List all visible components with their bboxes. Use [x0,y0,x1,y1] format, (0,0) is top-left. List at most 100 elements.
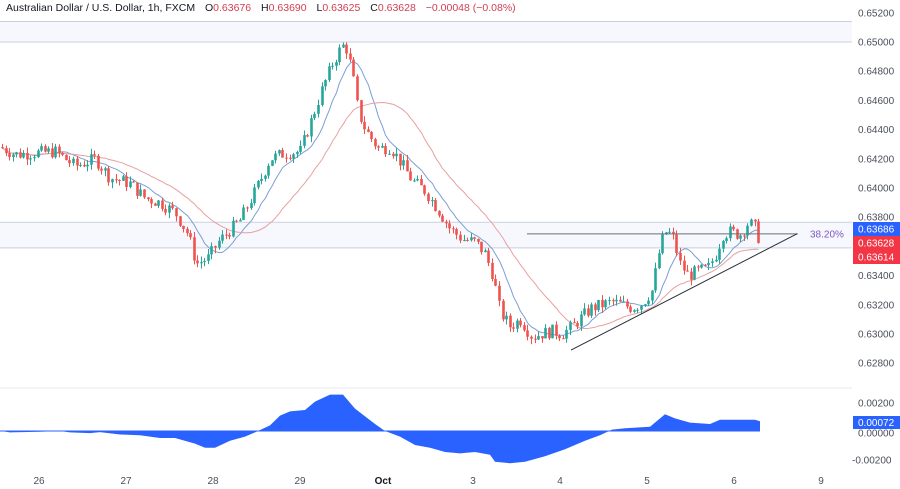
candle-body [654,268,657,291]
candle-body [338,47,341,63]
time-axis-label: 29 [294,476,306,487]
price-axis-label: 0.64800 [858,67,895,78]
price-axis-label: 0.62800 [858,359,895,370]
candle-body [700,264,703,268]
candle-body [658,253,661,269]
price-tag-value: 0.63628 [858,239,895,250]
candle-body [168,205,171,213]
candle-body [434,200,437,212]
candle-body [267,165,270,176]
candle-body [97,155,100,169]
candle-body [90,154,93,165]
candle-body [384,145,387,155]
candle-body [573,322,576,324]
candle-body [377,146,380,148]
candle-body [608,300,611,302]
candle-body [491,262,494,279]
chart-legend: Australian Dollar / U.S. Dollar, 1h, FXC… [6,2,516,14]
candle-body [29,158,32,160]
candle-body [218,240,221,248]
osc-axis-label: 0.00000 [858,429,895,440]
time-axis-label: 28 [207,476,219,487]
osc-value-tag-text: 0.00072 [858,418,895,429]
candle-body [235,220,238,222]
oscillator-axis[interactable]: 0.00200 0.00000 -0.00200 0.00072 [852,399,900,467]
candle-body [402,160,405,166]
price-axis-label: 0.63200 [858,300,895,311]
candle-body [242,207,245,220]
candle-body [26,153,29,160]
candle-body [612,300,615,302]
candle-body [754,219,757,222]
candle-body [306,135,309,137]
candle-body [487,250,490,263]
time-axis-label: 27 [120,476,132,487]
osc-axis-label: -0.00200 [852,456,892,467]
candle-body [139,189,142,196]
candle-body [576,322,579,327]
candle-body [594,304,597,311]
price-tag [853,222,900,236]
candle-body [186,228,189,234]
drawings[interactable]: 38.20% [527,229,844,351]
candle-body [512,327,515,329]
candle-body [328,66,331,81]
candle-body [686,270,689,272]
price-axis[interactable]: 0.65200 0.65000 0.64800 0.64600 0.64400 0.642… [853,8,900,370]
candle-body [523,325,526,331]
time-axis-label: 5 [644,476,650,487]
candle-body [615,299,618,302]
candle-body [416,179,419,181]
candle-body [679,253,682,261]
candle-body [374,139,377,147]
trendline[interactable] [570,233,798,351]
candle-body [438,211,441,216]
candle-body [345,44,348,54]
candle-body [93,154,96,156]
price-axis-label: 0.63400 [858,271,895,282]
candle-body [264,175,267,179]
time-axis[interactable]: 26 27 28 29 Oct 3 4 5 6 9 [33,476,824,487]
candle-body [107,168,110,183]
price-tag [853,250,900,264]
candle-body [22,153,25,158]
candle-body [647,300,650,305]
zone-rect[interactable] [0,222,852,248]
price-axis-label: 0.65200 [858,8,895,19]
candle-body [530,336,533,339]
candle-body [423,185,426,194]
candle-body [271,160,274,166]
symbol-title: Australian Dollar / U.S. Dollar, 1h, FXC… [6,2,196,14]
candle-body [274,153,277,161]
candle-body [622,301,625,303]
candle-body [551,324,554,339]
candle-body [1,147,4,149]
candle-body [665,232,668,235]
candle-body [541,336,544,339]
candle-body [100,168,103,171]
candle-body [502,300,505,320]
candle-body [296,151,299,155]
candle-body [303,135,306,146]
candle-body [189,233,192,238]
candle-body [722,241,725,249]
ma-slow-line [2,101,759,330]
candle-body [221,234,224,241]
candle-body [239,219,242,222]
candle-body [683,260,686,271]
candle-body [136,182,139,196]
candle-body [147,197,150,200]
candle-body [225,234,228,236]
candle-body [626,301,629,307]
price-axis-label: 0.64200 [858,154,895,165]
candle-body [757,221,760,243]
zone-rect[interactable] [0,21,852,42]
candle-body [565,329,568,339]
candle-body [729,226,732,239]
candle-body [352,59,355,77]
candle-body [250,203,253,209]
candle-body [484,250,487,253]
candle-body [281,150,284,158]
candle-body [33,157,36,159]
